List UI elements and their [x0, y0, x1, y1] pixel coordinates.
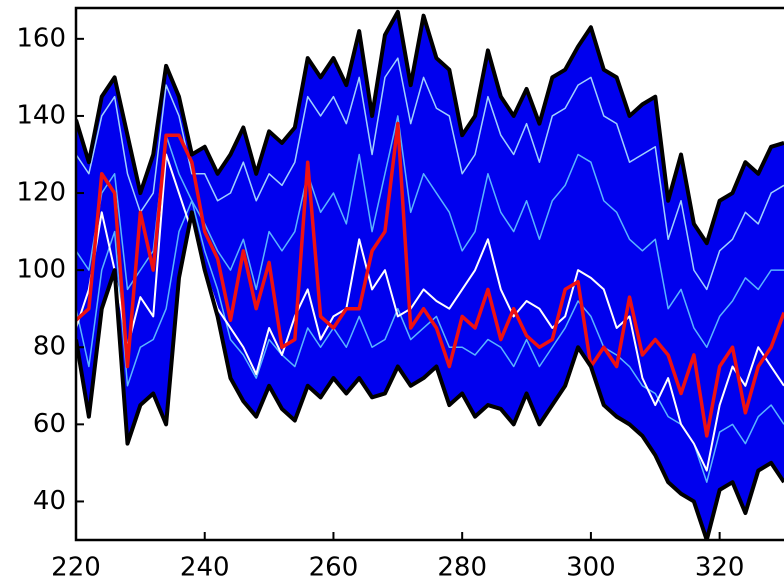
y-tick-label: 40	[33, 486, 66, 516]
axes: 40 60 80 100 120 140 160 220 240 260 280 300 320	[16, 6, 784, 581]
y-tick-label: 120	[16, 178, 66, 208]
x-tick-label: 260	[309, 553, 359, 581]
band-edge	[76, 210, 784, 540]
x-tick-label: 240	[180, 553, 230, 581]
y-tick-label: 160	[16, 23, 66, 53]
series-line	[76, 200, 784, 483]
plot-frame	[74, 6, 784, 542]
band-edge	[76, 9, 784, 246]
x-tick-label: 300	[566, 553, 616, 581]
x-tick-label: 280	[437, 553, 487, 581]
series-line	[76, 121, 784, 438]
y-tick-label: 60	[33, 409, 66, 439]
plot-area	[76, 9, 784, 540]
x-tick-label: 320	[695, 553, 745, 581]
x-tick-label: 220	[51, 553, 101, 581]
y-tick-label: 80	[33, 332, 66, 362]
series-line	[76, 153, 784, 472]
series-line	[76, 115, 784, 348]
y-tick-label: 100	[16, 255, 66, 285]
y-tick-label: 140	[16, 100, 66, 130]
